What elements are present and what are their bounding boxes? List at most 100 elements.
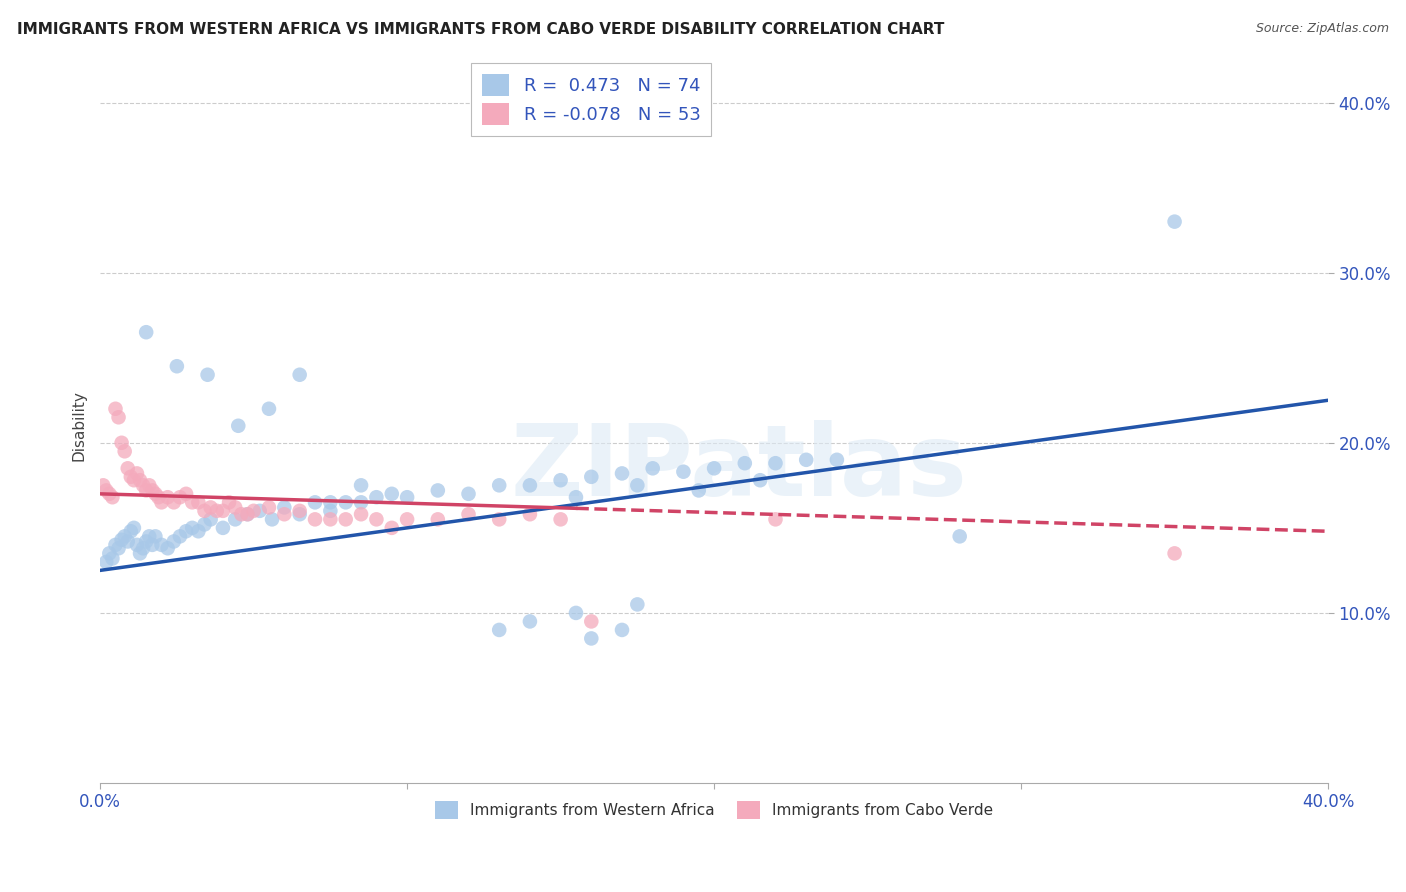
Point (949, 529, 972, 543)
Point (145, 529, 167, 543)
Point (257, 401, 280, 416)
Point (703, 461, 725, 475)
Point (550, 512, 572, 526)
Point (96, 483, 118, 498)
Point (231, 508, 253, 522)
Point (125, 467, 148, 481)
Point (366, 512, 388, 526)
Point (98, 487, 121, 501)
Point (107, 541, 129, 556)
Point (125, 538, 148, 552)
Point (169, 529, 191, 543)
Point (610, 623, 633, 637)
Point (1163, 214, 1185, 228)
Point (169, 490, 191, 504)
Point (197, 368, 219, 382)
Point (236, 508, 259, 522)
Point (101, 490, 124, 504)
Point (132, 541, 155, 556)
Point (319, 495, 342, 509)
Point (117, 534, 139, 549)
Point (672, 465, 695, 479)
Point (187, 495, 209, 509)
Point (581, 632, 603, 646)
Point (765, 512, 787, 526)
Point (581, 470, 603, 484)
Point (550, 473, 572, 487)
Point (335, 495, 357, 509)
Point (519, 615, 541, 629)
Point (200, 512, 222, 526)
Point (163, 534, 186, 549)
Point (734, 456, 756, 470)
Point (288, 368, 311, 382)
Point (138, 529, 160, 543)
Point (138, 478, 160, 492)
Point (304, 512, 326, 526)
Point (396, 490, 419, 504)
Point (193, 504, 215, 518)
Point (174, 487, 197, 501)
Point (381, 521, 404, 535)
Point (150, 495, 173, 509)
Point (212, 504, 235, 518)
Point (366, 490, 388, 504)
Point (129, 546, 152, 560)
Point (129, 473, 152, 487)
Point (135, 325, 157, 339)
Point (565, 606, 588, 620)
Point (319, 504, 342, 518)
Point (96, 555, 118, 569)
Point (150, 538, 173, 552)
Point (218, 495, 240, 509)
Point (107, 410, 129, 425)
Point (224, 500, 246, 515)
Point (273, 500, 295, 515)
Point (166, 359, 188, 374)
Point (457, 508, 479, 522)
Point (174, 524, 197, 539)
Text: ZIPatlas: ZIPatlas (510, 420, 967, 517)
Point (260, 512, 283, 526)
Point (156, 541, 179, 556)
Point (565, 490, 588, 504)
Point (457, 487, 479, 501)
Point (104, 401, 127, 416)
Point (396, 512, 419, 526)
Y-axis label: Disability: Disability (72, 391, 86, 461)
Point (626, 598, 648, 612)
Point (794, 452, 817, 467)
Point (122, 473, 145, 487)
Point (519, 478, 541, 492)
Point (205, 504, 228, 518)
Point (242, 504, 264, 518)
Point (350, 508, 373, 522)
Point (148, 490, 170, 504)
Point (91, 478, 114, 492)
Point (101, 551, 124, 566)
Point (224, 512, 246, 526)
Point (135, 534, 157, 549)
Point (104, 538, 127, 552)
Point (181, 521, 204, 535)
Point (488, 478, 510, 492)
Point (120, 470, 142, 484)
Point (288, 508, 311, 522)
Point (257, 500, 280, 515)
Point (117, 461, 139, 475)
Point (626, 478, 648, 492)
Point (110, 435, 132, 450)
Text: Source: ZipAtlas.com: Source: ZipAtlas.com (1256, 22, 1389, 36)
Point (350, 478, 373, 492)
Point (226, 418, 249, 433)
Point (187, 524, 209, 539)
Point (610, 467, 633, 481)
Point (200, 500, 222, 515)
Point (212, 521, 235, 535)
Point (163, 495, 186, 509)
Point (122, 521, 145, 535)
Point (114, 444, 136, 458)
Point (335, 512, 357, 526)
Point (141, 538, 163, 552)
Point (519, 508, 541, 522)
